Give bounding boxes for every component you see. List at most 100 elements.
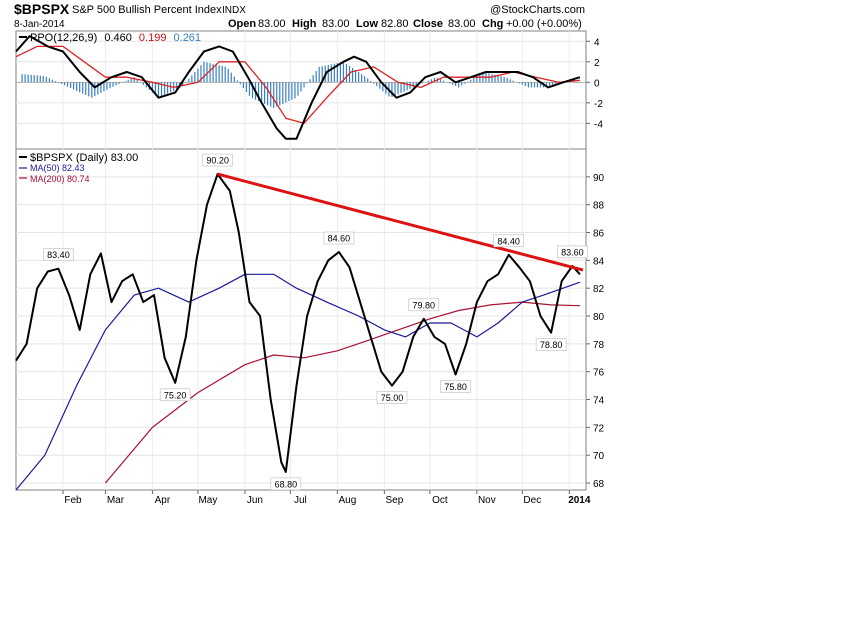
- price-line: [15, 173, 581, 473]
- annotation-label: 79.80: [413, 300, 436, 310]
- ppo-histogram-bar: [512, 80, 514, 83]
- ppo-y-tick-label: -2: [594, 99, 603, 110]
- ppo-histogram-bar: [166, 82, 169, 94]
- ppo-histogram-bar: [506, 77, 508, 83]
- ppo-histogram-bar: [330, 64, 332, 83]
- price-y-tick-label: 68: [593, 479, 605, 490]
- ppo-histogram-bar: [521, 82, 523, 85]
- ppo-histogram-bar: [154, 82, 157, 96]
- ppo-plot: [15, 35, 586, 140]
- x-tick-label: Apr: [155, 495, 171, 506]
- ppo-histogram-bar: [539, 82, 542, 88]
- ppo-histogram-bar: [406, 82, 408, 91]
- price-plot: [15, 172, 584, 491]
- annotation-label: 84.40: [497, 236, 520, 246]
- close-value: 83.00: [448, 18, 476, 30]
- x-tick-label: Oct: [432, 495, 448, 506]
- ma50-legend-label: MA(50) 82.43: [30, 163, 85, 173]
- ppo-histogram-bar: [376, 82, 378, 87]
- ppo-y-tick-label: 2: [594, 58, 600, 69]
- price-y-tick-label: 76: [593, 368, 605, 379]
- low-value: 82.80: [381, 18, 409, 30]
- ppo-histogram-bar: [300, 82, 302, 92]
- ppo-histogram-bar: [448, 82, 451, 84]
- ppo-histogram-bar: [163, 82, 166, 95]
- ppo-histogram-bar: [188, 78, 190, 83]
- ppo-histogram-bar: [206, 62, 208, 83]
- ppo-histogram-bar: [427, 80, 429, 83]
- ppo-histogram-bar: [142, 82, 144, 85]
- annotation-box: [493, 234, 524, 248]
- ppo-histogram-bar: [530, 82, 533, 88]
- ppo-histogram-bar: [415, 82, 417, 87]
- ppo-histogram-bar: [182, 82, 184, 86]
- ppo-histogram-bar: [191, 75, 193, 83]
- price-y-tick-label: 86: [593, 229, 605, 240]
- price-y-axis: 90 88 86 84 82 80 78 76 74 72 70 68: [586, 173, 605, 490]
- ppo-histogram-bar: [545, 82, 548, 88]
- ppo-histogram-bar: [309, 79, 311, 83]
- open-value: 83.00: [258, 18, 286, 30]
- ppo-histogram-bar: [333, 63, 335, 83]
- price-y-tick-label: 74: [593, 396, 605, 407]
- ppo-histogram-bar: [73, 82, 75, 90]
- ppo-legend-signal: 0.199: [139, 32, 167, 44]
- ppo-histogram-bar: [236, 80, 238, 83]
- price-y-tick-label: 72: [593, 423, 605, 434]
- ppo-histogram-bar: [224, 66, 226, 83]
- ppo-legend-ppo: 0.460: [104, 32, 132, 44]
- ppo-histogram-bar: [367, 78, 369, 83]
- ppo-histogram-bar: [364, 76, 366, 83]
- ppo-histogram-bar: [458, 82, 460, 88]
- ppo-histogram-bar: [358, 72, 360, 83]
- ppo-legend-label: PPO(12,26,9) 0.460 0.199 0.261: [30, 32, 201, 44]
- ppo-histogram-bar: [303, 82, 305, 88]
- ppo-histogram-bar: [60, 82, 63, 84]
- ppo-histogram-bar: [109, 82, 111, 89]
- ppo-histogram-bar: [24, 74, 26, 83]
- annotation-label: 75.20: [164, 390, 187, 400]
- ppo-histogram-bar: [327, 64, 329, 83]
- ppo-histogram-bar: [276, 82, 278, 107]
- ppo-histogram-bar: [397, 82, 399, 95]
- price-y-tick-label: 70: [593, 451, 605, 462]
- ppo-histogram-bar: [194, 72, 196, 83]
- price-y-tick-label: 84: [593, 256, 605, 267]
- x-tick-label: Nov: [478, 495, 496, 506]
- ppo-histogram-bar: [288, 82, 290, 102]
- annotation-box: [43, 248, 74, 261]
- ppo-histogram-bar: [373, 82, 375, 84]
- annotation-box: [376, 391, 408, 404]
- ppo-histogram-bar: [336, 63, 338, 83]
- annotation-label: 68.80: [275, 479, 298, 489]
- ppo-histogram-bar: [291, 82, 293, 100]
- ppo-histogram-bar: [215, 64, 217, 83]
- ppo-histogram-bar: [27, 74, 29, 83]
- ppo-histogram-bar: [342, 61, 345, 83]
- ppo-histogram-bar: [103, 82, 105, 92]
- price-y-tick-label: 80: [593, 312, 605, 323]
- ppo-histogram-bar: [203, 61, 205, 83]
- price-y-tick-label: 82: [593, 284, 605, 295]
- ppo-histogram-bar: [321, 66, 323, 83]
- ppo-histogram-bar: [391, 82, 393, 98]
- ppo-histogram-bar: [312, 75, 314, 83]
- ma50-line: [15, 273, 581, 491]
- ppo-histogram-bar: [218, 65, 220, 83]
- ppo-y-tick-label: 0: [594, 78, 600, 89]
- x-tick-label: May: [198, 495, 217, 506]
- ppo-y-tick-label: -4: [594, 119, 603, 130]
- ppo-histogram-bar: [370, 81, 372, 83]
- chg-label: Chg: [482, 18, 503, 30]
- low-label: Low: [356, 18, 378, 30]
- ppo-histogram-bar: [79, 82, 81, 93]
- ppo-histogram-bar: [430, 79, 432, 83]
- ppo-histogram-bar: [115, 82, 117, 86]
- ppo-histogram-bar: [51, 79, 53, 83]
- ppo-histogram-bar: [315, 71, 317, 83]
- ppo-histogram-bar: [118, 82, 120, 85]
- ppo-histogram-bar: [549, 82, 551, 88]
- ppo-histogram-bar: [200, 65, 202, 83]
- ppo-histogram-bar: [239, 82, 241, 85]
